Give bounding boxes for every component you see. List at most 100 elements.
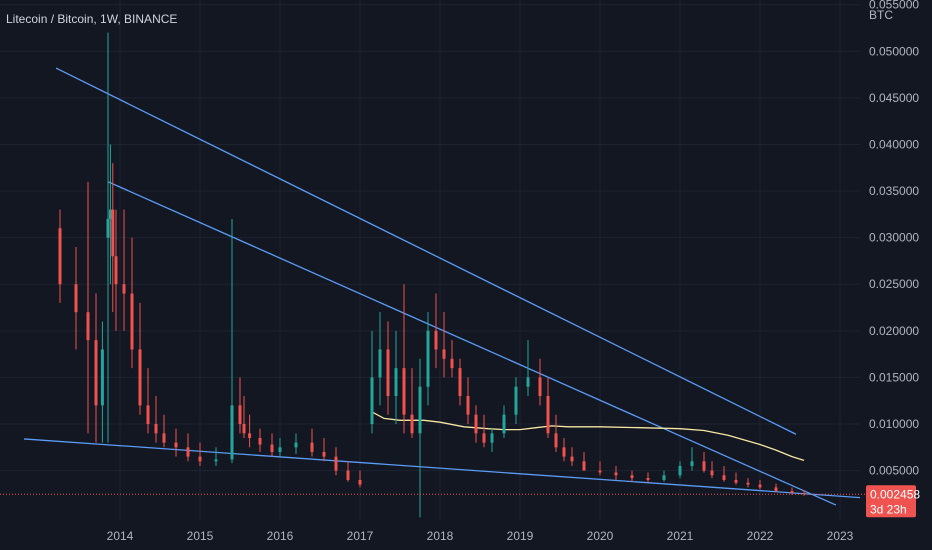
candle — [662, 470, 666, 482]
candle — [162, 414, 166, 448]
trendline[interactable] — [55, 67, 797, 435]
grid-layer — [0, 0, 860, 520]
candle — [402, 284, 406, 434]
candle-body — [614, 472, 618, 476]
candle-body — [111, 209, 115, 257]
trendline-layer[interactable] — [23, 67, 861, 506]
candle-body — [746, 482, 750, 485]
bar-countdown: 3d 23h — [870, 502, 907, 516]
candle — [130, 237, 134, 369]
symbol-title[interactable]: Litecoin / Bitcoin, 1W, BINANCE — [6, 12, 177, 26]
candle-body — [802, 492, 806, 494]
candle — [238, 377, 242, 434]
candle-body — [130, 293, 134, 350]
candle — [100, 321, 104, 443]
candle-body — [108, 209, 112, 219]
candle-body — [154, 424, 158, 434]
moving-average-layer — [371, 411, 805, 462]
candle — [242, 396, 246, 438]
candle-body — [138, 349, 142, 406]
candle — [526, 340, 530, 397]
candle-body — [294, 442, 298, 448]
price-tick-label: 0.035000 — [869, 184, 919, 198]
time-tick-label: 2019 — [507, 529, 534, 543]
candle — [538, 358, 542, 406]
candle-body — [238, 405, 242, 425]
price-tick-label: 0.015000 — [869, 370, 919, 384]
candle — [734, 472, 738, 485]
candle-body — [186, 447, 190, 457]
candle-body — [58, 228, 62, 285]
candle — [378, 312, 382, 406]
candle — [502, 405, 506, 438]
trendline[interactable] — [107, 181, 837, 506]
candle-body — [122, 284, 126, 294]
candle-body — [482, 433, 486, 443]
candle-body — [248, 433, 252, 438]
candle-body — [662, 475, 666, 480]
candle — [710, 461, 714, 479]
candle-body — [106, 218, 110, 238]
candle-body — [146, 405, 150, 425]
time-tick-label: 2022 — [747, 529, 774, 543]
candle-body — [426, 330, 430, 387]
candle-layer — [58, 32, 806, 518]
candle — [86, 181, 90, 434]
candle-body — [790, 491, 794, 493]
candle — [562, 437, 566, 462]
candle — [258, 428, 262, 452]
candle — [278, 437, 282, 457]
time-tick-label: 2016 — [267, 529, 294, 543]
candle — [111, 163, 115, 313]
candle — [198, 442, 202, 466]
candle — [442, 312, 446, 378]
candle — [322, 437, 326, 462]
candle-body — [678, 465, 682, 476]
candle — [214, 447, 218, 466]
candle — [394, 330, 398, 425]
candle — [678, 461, 682, 479]
candle — [270, 433, 274, 457]
candle-body — [702, 461, 706, 471]
candle-body — [174, 442, 178, 448]
candle-body — [418, 386, 422, 434]
candle — [554, 414, 558, 452]
candle — [514, 377, 518, 425]
candle-body — [258, 437, 262, 445]
time-tick-label: 2021 — [667, 529, 694, 543]
candle-body — [690, 461, 694, 466]
time-tick-label: 2015 — [187, 529, 214, 543]
last-price-value: 0.002458 — [870, 487, 920, 501]
candle-body — [322, 451, 326, 457]
candle — [570, 447, 574, 466]
candle-body — [774, 487, 778, 492]
candle — [482, 414, 486, 448]
candle-body — [442, 349, 446, 359]
candle-body — [734, 479, 738, 483]
candle-body — [546, 396, 550, 434]
candle-body — [466, 396, 470, 415]
candle — [248, 414, 252, 448]
candle — [758, 479, 762, 490]
candle — [746, 478, 750, 488]
candle-body — [394, 368, 398, 397]
price-tick-label: 0.055000 — [869, 0, 919, 12]
candle — [386, 321, 390, 415]
candle — [74, 246, 78, 350]
candle-body — [646, 478, 650, 480]
price-tick-label: 0.005000 — [869, 464, 919, 478]
candle-body — [582, 461, 586, 471]
last-price-tag-background — [866, 485, 916, 518]
candle — [582, 451, 586, 471]
candle — [410, 368, 414, 438]
candle — [598, 461, 602, 476]
price-tick-label: 0.025000 — [869, 277, 919, 291]
candle-body — [722, 475, 726, 480]
candle-body — [402, 368, 406, 415]
trendline[interactable] — [23, 438, 861, 499]
candle-body — [242, 424, 246, 434]
price-axis[interactable]: BTC 0.055000 0.050000 0.045000 0.040000 0.03… — [869, 0, 919, 478]
time-axis[interactable]: 2014 2015 2016 2017 2018 2019 2020 2021 2022 2023 — [107, 529, 854, 543]
candle-body — [458, 368, 462, 397]
